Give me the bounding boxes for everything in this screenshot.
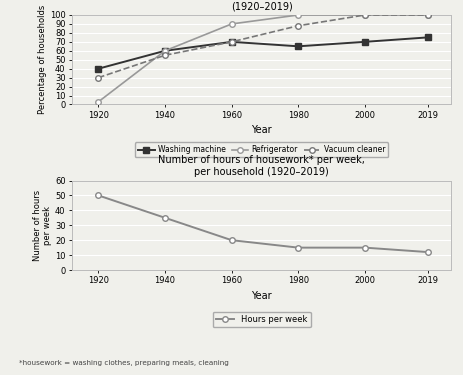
X-axis label: Year: Year [251,125,272,135]
X-axis label: Year: Year [251,291,272,301]
Title: Number of hours of housework* per week,
per household (1920–2019): Number of hours of housework* per week, … [158,155,365,177]
Y-axis label: Number of hours
per week: Number of hours per week [33,190,52,261]
Legend: Hours per week: Hours per week [213,312,311,327]
Text: *housework = washing clothes, preparing meals, cleaning: *housework = washing clothes, preparing … [19,360,228,366]
Y-axis label: Percentage of households: Percentage of households [38,5,47,114]
Title: Percentage of households with electrical appliances
(1920–2019): Percentage of households with electrical… [135,0,388,12]
Legend: Washing machine, Refrigerator, Vacuum cleaner: Washing machine, Refrigerator, Vacuum cl… [135,142,388,158]
